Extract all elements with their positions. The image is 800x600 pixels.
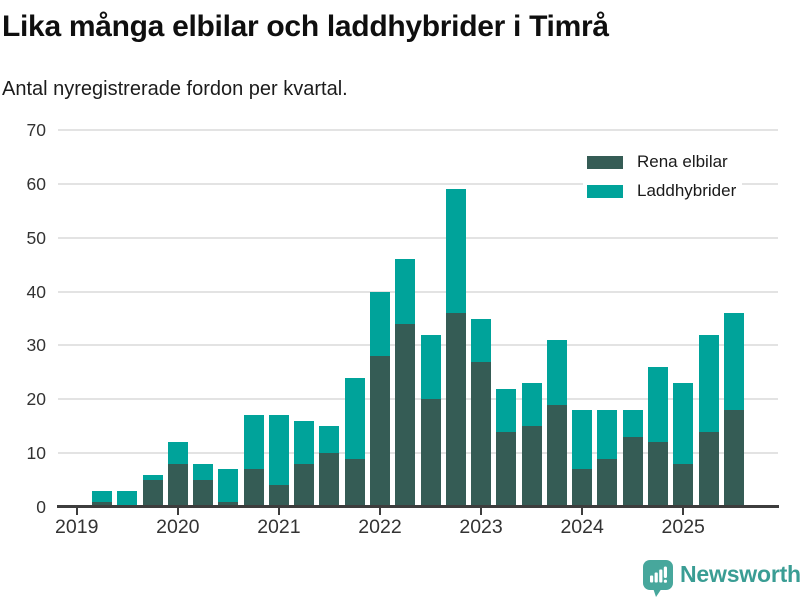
y-tick-label-50: 50 (26, 227, 46, 248)
bar-segment-rena-elbilar-2020-Q1 (167, 463, 188, 507)
bar-segment-laddhybrider-2022-Q4 (445, 189, 466, 314)
gridline-y-30 (58, 344, 778, 347)
bar-segment-rena-elbilar-2023-Q1 (471, 361, 492, 507)
bar-segment-laddhybrider-2019-Q3 (117, 490, 138, 507)
bar-segment-rena-elbilar-2024-Q1 (572, 469, 593, 507)
bar-segment-rena-elbilar-2024-Q4 (647, 442, 668, 507)
x-tick-2019 (75, 508, 78, 515)
x-tick-2021 (277, 508, 280, 515)
bar-segment-rena-elbilar-2023-Q3 (521, 426, 542, 507)
bar-segment-laddhybrider-2020-Q3 (218, 469, 239, 502)
y-tick-label-20: 20 (26, 389, 46, 410)
bar-segment-laddhybrider-2020-Q1 (167, 442, 188, 464)
x-tick-label-2022: 2022 (358, 516, 402, 538)
bar-segment-laddhybrider-2019-Q2 (92, 490, 113, 502)
x-tick-label-2024: 2024 (560, 516, 604, 538)
bar-segment-laddhybrider-2024-Q1 (572, 410, 593, 470)
x-tick-2020 (176, 508, 179, 515)
bar-segment-rena-elbilar-2021-Q3 (319, 453, 340, 507)
x-tick-2025 (682, 508, 685, 515)
legend-item-laddhybrider: Laddhybrider (587, 181, 736, 201)
y-tick-label-40: 40 (26, 281, 46, 302)
legend-item-rena-elbilar: Rena elbilar (587, 152, 736, 172)
y-tick-label-0: 0 (36, 497, 46, 517)
bar-segment-rena-elbilar-2019-Q4 (142, 480, 163, 507)
bar-segment-rena-elbilar-2021-Q2 (294, 463, 315, 507)
bar-segment-rena-elbilar-2025-Q3 (723, 410, 744, 507)
bar-segment-laddhybrider-2023-Q3 (521, 383, 542, 427)
newsworthy-chart-bubble-icon (643, 560, 673, 597)
bar-segment-laddhybrider-2024-Q3 (622, 410, 643, 437)
bar-segment-rena-elbilar-2025-Q1 (673, 463, 694, 507)
bar-segment-rena-elbilar-2022-Q1 (369, 356, 390, 507)
chart-title: Lika många elbilar och laddhybrider i Ti… (2, 10, 609, 43)
y-tick-label-60: 60 (26, 173, 46, 194)
newsworthy-branding: Newsworthy (641, 558, 800, 598)
x-tick-label-2019: 2019 (55, 516, 99, 538)
bar-segment-laddhybrider-2023-Q2 (496, 388, 517, 432)
bar-segment-laddhybrider-2020-Q4 (243, 415, 264, 470)
legend-label: Laddhybrider (637, 181, 737, 200)
bar-segment-laddhybrider-2023-Q4 (546, 340, 567, 405)
legend: Rena elbilar Laddhybrider (583, 149, 743, 204)
bar-segment-rena-elbilar-2019-Q2 (92, 501, 113, 507)
legend-swatch-laddhybrider (587, 184, 623, 198)
y-tick-label-10: 10 (26, 443, 46, 464)
bar-segment-rena-elbilar-2021-Q4 (344, 458, 365, 507)
bar-segment-laddhybrider-2021-Q4 (344, 377, 365, 459)
x-tick-label-2025: 2025 (661, 516, 705, 538)
gridline-y-10 (58, 452, 778, 455)
bar-segment-laddhybrider-2023-Q1 (471, 318, 492, 362)
bar-segment-rena-elbilar-2023-Q4 (546, 404, 567, 507)
plot-area (58, 129, 778, 507)
bar-segment-laddhybrider-2025-Q1 (673, 383, 694, 464)
legend-label: Rena elbilar (637, 152, 728, 171)
gridline-y-40 (58, 290, 778, 293)
bar-segment-laddhybrider-2024-Q2 (597, 410, 618, 459)
bar-segment-rena-elbilar-2025-Q2 (698, 431, 719, 507)
bar-segment-rena-elbilar-2020-Q2 (193, 480, 214, 507)
bar-segment-laddhybrider-2024-Q4 (647, 366, 668, 443)
y-tick-label-70: 70 (26, 120, 46, 140)
bar-segment-laddhybrider-2021-Q2 (294, 420, 315, 464)
bar-segment-rena-elbilar-2022-Q4 (445, 313, 466, 507)
x-tick-label-2023: 2023 (459, 516, 503, 538)
bar-segment-rena-elbilar-2020-Q4 (243, 469, 264, 507)
bar-segment-laddhybrider-2025-Q3 (723, 313, 744, 411)
bar-segment-rena-elbilar-2024-Q2 (597, 458, 618, 507)
x-tick-label-2020: 2020 (156, 516, 200, 538)
gridline-y-70 (58, 129, 778, 131)
gridline-y-50 (58, 236, 778, 239)
bar-segment-laddhybrider-2022-Q3 (420, 334, 441, 400)
legend-swatch-rena-elbilar (587, 155, 623, 169)
x-axis-line (57, 505, 779, 508)
bar-segment-laddhybrider-2021-Q3 (319, 426, 340, 454)
x-tick-2023 (480, 508, 483, 515)
bar-segment-laddhybrider-2020-Q2 (193, 463, 214, 481)
bar-segment-rena-elbilar-2020-Q3 (218, 501, 239, 507)
bar-segment-rena-elbilar-2023-Q2 (496, 431, 517, 507)
bar-segment-laddhybrider-2022-Q2 (395, 259, 416, 324)
y-tick-label-30: 30 (26, 335, 46, 356)
bar-segment-laddhybrider-2019-Q4 (142, 474, 163, 481)
bar-segment-laddhybrider-2025-Q2 (698, 334, 719, 432)
bar-segment-laddhybrider-2022-Q1 (369, 291, 390, 357)
x-tick-2022 (378, 508, 381, 515)
bar-segment-rena-elbilar-2022-Q3 (420, 399, 441, 507)
gridline-y-20 (58, 398, 778, 401)
x-tick-2024 (581, 508, 584, 515)
bar-segment-rena-elbilar-2021-Q1 (268, 485, 289, 507)
brand-name: Newsworthy (680, 561, 800, 587)
bar-segment-rena-elbilar-2024-Q3 (622, 437, 643, 507)
bar-segment-rena-elbilar-2022-Q2 (395, 323, 416, 507)
chart-subtitle: Antal nyregistrerade fordon per kvartal. (2, 78, 348, 100)
gridline-y-60 (58, 182, 778, 185)
x-tick-label-2021: 2021 (257, 516, 301, 538)
bar-segment-laddhybrider-2021-Q1 (268, 415, 289, 486)
